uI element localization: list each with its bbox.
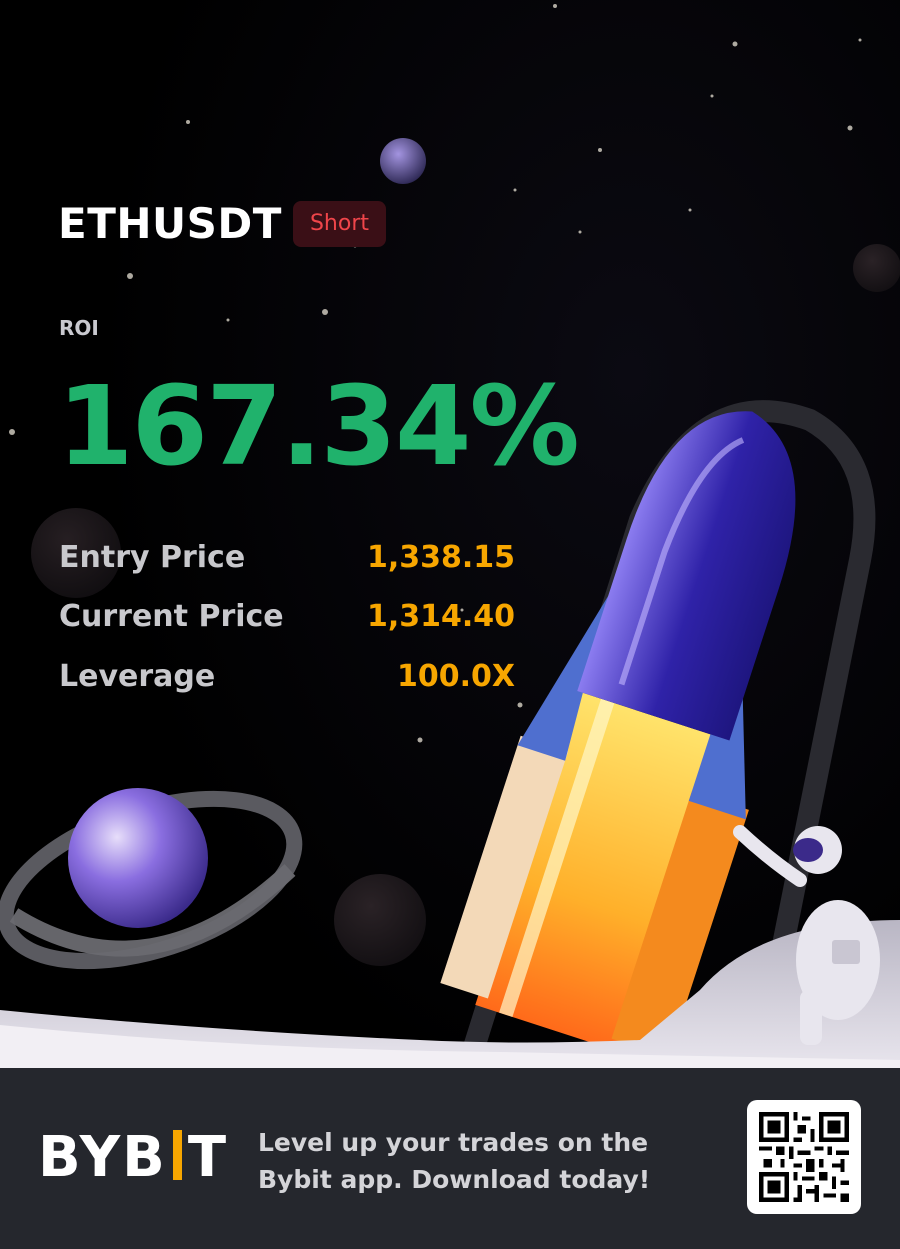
roi-label: ROI <box>59 316 99 340</box>
rocket-astronaut-illustration <box>0 4 900 1070</box>
logo-text-left: BYB <box>38 1125 167 1190</box>
leverage-value: 100.0X <box>396 659 515 694</box>
position-side-badge: Short <box>293 201 386 247</box>
current-price-value: 1,314.40 <box>366 599 515 634</box>
footer-tagline: Level up your trades on the Bybit app. D… <box>258 1128 651 1194</box>
bybit-logo: BYB T <box>38 1126 228 1190</box>
roi-value: 167.34% <box>57 362 580 490</box>
qr-code-icon[interactable] <box>747 1100 861 1214</box>
leverage-label: Leverage <box>59 659 216 694</box>
trading-pair: ETHUSDT <box>58 199 282 248</box>
entry-price-value: 1,338.15 <box>366 540 515 575</box>
current-price-label: Current Price <box>59 599 284 634</box>
logo-text-right: T <box>187 1125 229 1190</box>
entry-price-label: Entry Price <box>59 540 246 575</box>
logo-accent-bar <box>172 1130 182 1180</box>
